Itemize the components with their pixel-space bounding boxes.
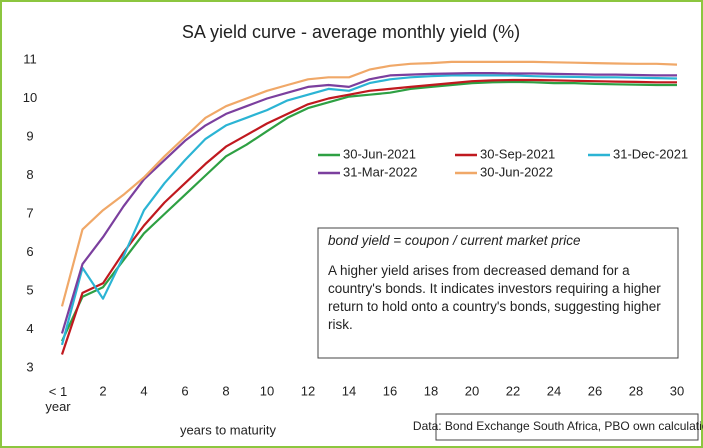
x-tick-label: 2 (99, 383, 106, 398)
x-tick-label: 12 (301, 383, 315, 398)
x-tick-label: 26 (588, 383, 602, 398)
annotation-body: A higher yield arises from decreased dem… (328, 263, 661, 332)
y-tick-label: 4 (26, 321, 33, 336)
x-axis-label: years to maturity (180, 422, 277, 437)
legend-label: 31-Dec-2021 (613, 146, 688, 161)
annotation: bond yield = coupon / current market pri… (328, 232, 673, 334)
chart-title: SA yield curve - average monthly yield (… (182, 22, 520, 42)
x-tick-label: 18 (424, 383, 438, 398)
y-tick-label: 9 (26, 128, 33, 143)
x-tick-label: < 1 year (45, 384, 71, 414)
x-tick-label: 4 (140, 383, 147, 398)
legend-label: 30-Jun-2021 (343, 146, 416, 161)
annotation-formula: bond yield = coupon / current market pri… (328, 233, 581, 248)
y-tick-label: 7 (26, 205, 33, 220)
series-line (60, 78, 677, 355)
series-line (60, 60, 678, 307)
series-line (60, 72, 677, 334)
x-tick-label: 14 (342, 383, 356, 398)
source-box (435, 413, 699, 441)
x-tick-label: 8 (222, 383, 229, 398)
x-tick-label: 22 (506, 383, 520, 398)
x-tick-label: 20 (465, 383, 479, 398)
y-tick-label: 3 (26, 359, 33, 374)
series-line (60, 74, 678, 346)
legend-label: 30-Sep-2021 (480, 146, 555, 161)
y-tick-label: 5 (26, 282, 33, 297)
y-tick-label: 8 (26, 167, 33, 182)
source: Data: Bond Exchange South Africa, PBO ow… (413, 419, 703, 433)
y-tick-label: 11 (23, 51, 37, 66)
series-line (61, 80, 677, 342)
y-tick-label: 6 (26, 244, 33, 259)
x-tick-label: 16 (383, 383, 397, 398)
x-tick-label-text: < 1 year (45, 384, 71, 414)
x-tick-label: 30 (670, 383, 684, 398)
annotation-box (317, 227, 679, 359)
x-tick-label: 28 (629, 383, 643, 398)
x-tick-label: 6 (181, 383, 188, 398)
x-tick-label: 24 (547, 383, 561, 398)
annotation-text: bond yield = coupon / current market pri… (328, 232, 673, 334)
y-tick-label: 10 (23, 90, 37, 105)
legend-label: 30-Jun-2022 (480, 164, 553, 179)
x-tick-label: 10 (260, 383, 274, 398)
legend-label: 31-Mar-2022 (343, 164, 417, 179)
